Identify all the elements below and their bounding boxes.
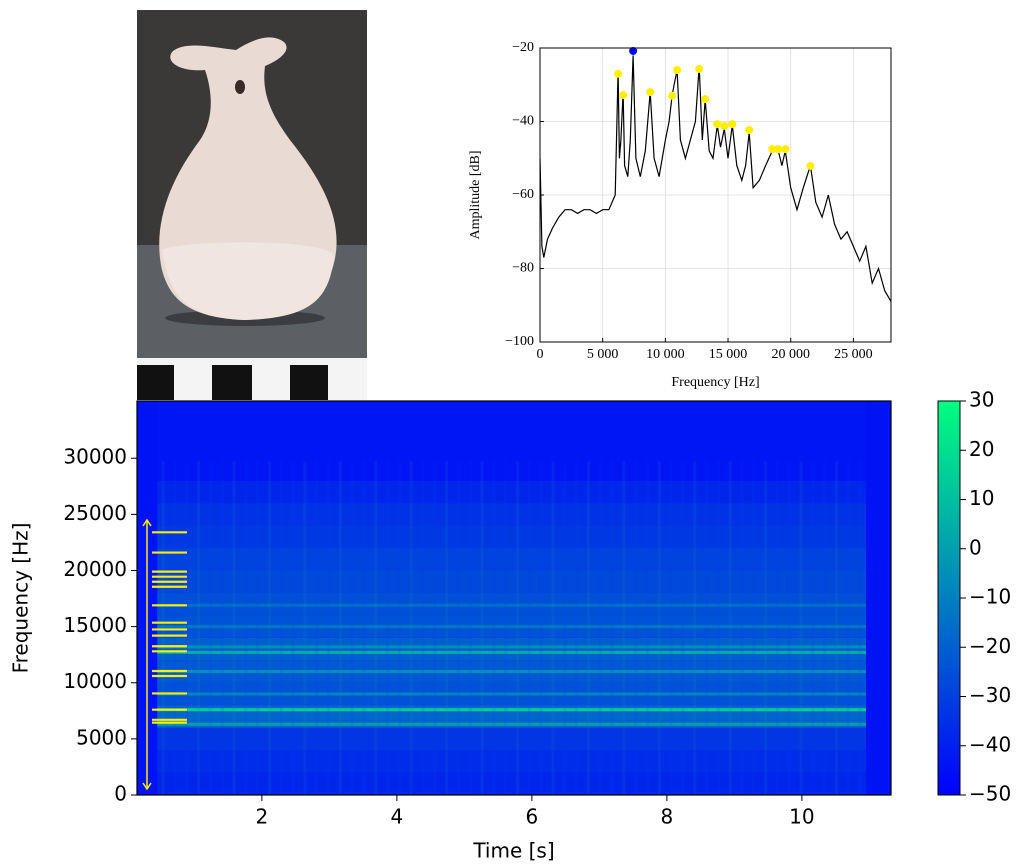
y-tick-label: 30000 bbox=[63, 445, 127, 469]
spectrum-line bbox=[540, 55, 891, 302]
peak-marker bbox=[720, 121, 729, 130]
vase-photo bbox=[137, 10, 367, 400]
heatmap-cell bbox=[157, 727, 867, 751]
x-tick-label: 20 000 bbox=[771, 347, 810, 362]
plot-frame bbox=[539, 47, 892, 343]
y-tick-label: 25000 bbox=[63, 501, 127, 525]
y-axis-label: Frequency [Hz] bbox=[9, 523, 33, 674]
peak-marker bbox=[745, 125, 754, 134]
heatmap bbox=[137, 401, 891, 795]
colorbar bbox=[937, 400, 961, 796]
y-tick-label: 10000 bbox=[63, 669, 127, 693]
y-tick-label: 15000 bbox=[63, 613, 127, 637]
y-tick-label: −40 bbox=[512, 114, 534, 129]
peak-marker bbox=[646, 88, 655, 97]
peak-marker bbox=[806, 161, 815, 170]
peak-marker bbox=[768, 145, 777, 154]
x-tick-label: 8 bbox=[661, 805, 674, 829]
heatmap-cell bbox=[157, 637, 867, 661]
peak-marker bbox=[701, 95, 710, 104]
heatmap-cell bbox=[157, 772, 867, 795]
colorbar-tick-label: 0 bbox=[969, 535, 982, 559]
peak-marker bbox=[695, 64, 704, 73]
x-tick-label: 10 bbox=[789, 805, 814, 829]
y-tick-label: −80 bbox=[512, 261, 534, 276]
x-axis-label: Time [s] bbox=[472, 839, 554, 863]
x-tick-label: 5 000 bbox=[587, 347, 619, 362]
peak-marker bbox=[619, 91, 628, 100]
harmonic-line bbox=[157, 645, 867, 649]
colorbar-tick-label: −20 bbox=[969, 634, 1011, 658]
harmonic-line bbox=[157, 603, 867, 607]
heatmap-cell bbox=[157, 503, 867, 526]
peak-marker bbox=[774, 145, 783, 154]
heatmap-cell bbox=[157, 570, 867, 593]
y-tick-label: −60 bbox=[512, 187, 534, 202]
colorbar-tick-label: −10 bbox=[969, 585, 1011, 609]
y-tick-label: 0 bbox=[114, 782, 127, 806]
x-tick-label: 4 bbox=[391, 805, 404, 829]
heatmap-cell bbox=[157, 750, 867, 773]
x-axis-label: Frequency [Hz] bbox=[671, 375, 759, 390]
peak-marker bbox=[713, 120, 722, 129]
y-tick-label: −100 bbox=[505, 334, 534, 349]
x-tick-label: 15 000 bbox=[709, 347, 748, 362]
y-axis-label: Amplitude [dB] bbox=[468, 150, 483, 239]
colorbar-tick-label: 20 bbox=[969, 437, 994, 461]
plot-frame bbox=[136, 400, 892, 796]
harmonic-line bbox=[157, 722, 867, 726]
x-tick-label: 10 000 bbox=[646, 347, 685, 362]
colorbar-tick-label: −30 bbox=[969, 683, 1011, 707]
heatmap-cell bbox=[157, 525, 867, 549]
colorbar-tick-label: −50 bbox=[969, 782, 1011, 806]
heatmap-cell bbox=[157, 480, 867, 504]
x-tick-label: 0 bbox=[537, 347, 544, 362]
arrow-head bbox=[142, 518, 152, 791]
peak-marker bbox=[614, 69, 623, 78]
x-tick-label: 25 000 bbox=[834, 347, 873, 362]
y-tick-label: 5000 bbox=[76, 725, 127, 749]
harmonic-line bbox=[157, 708, 867, 712]
colorbar-tick-label: −40 bbox=[969, 732, 1011, 756]
peak-marker bbox=[781, 145, 790, 154]
heatmap-cell bbox=[157, 548, 867, 571]
harmonic-line bbox=[157, 650, 867, 654]
peak-marker bbox=[668, 91, 677, 100]
colorbar-tick-label: 30 bbox=[969, 388, 994, 412]
peak-marker bbox=[673, 66, 682, 75]
y-tick-label: −20 bbox=[512, 40, 534, 55]
spectrum-chart: 0 5 000 10 000 15 000 20 000 25 000 −100 −80 −60… bbox=[468, 40, 892, 390]
peak-marker bbox=[728, 120, 737, 129]
heatmap-cell bbox=[157, 401, 867, 481]
y-tick-label: 20000 bbox=[63, 557, 127, 581]
harmonic-line bbox=[157, 670, 867, 674]
harmonic-line bbox=[157, 692, 867, 696]
colorbar-tick-label: 10 bbox=[969, 486, 994, 510]
spectrogram-chart: 2 4 6 8 10 0 5000 10000 15000 20000 25000 30000 Time… bbox=[9, 388, 1012, 863]
x-tick-label: 6 bbox=[526, 805, 539, 829]
harmonic-line bbox=[157, 625, 867, 629]
x-tick-label: 2 bbox=[256, 805, 269, 829]
max-peak-marker bbox=[629, 46, 638, 55]
